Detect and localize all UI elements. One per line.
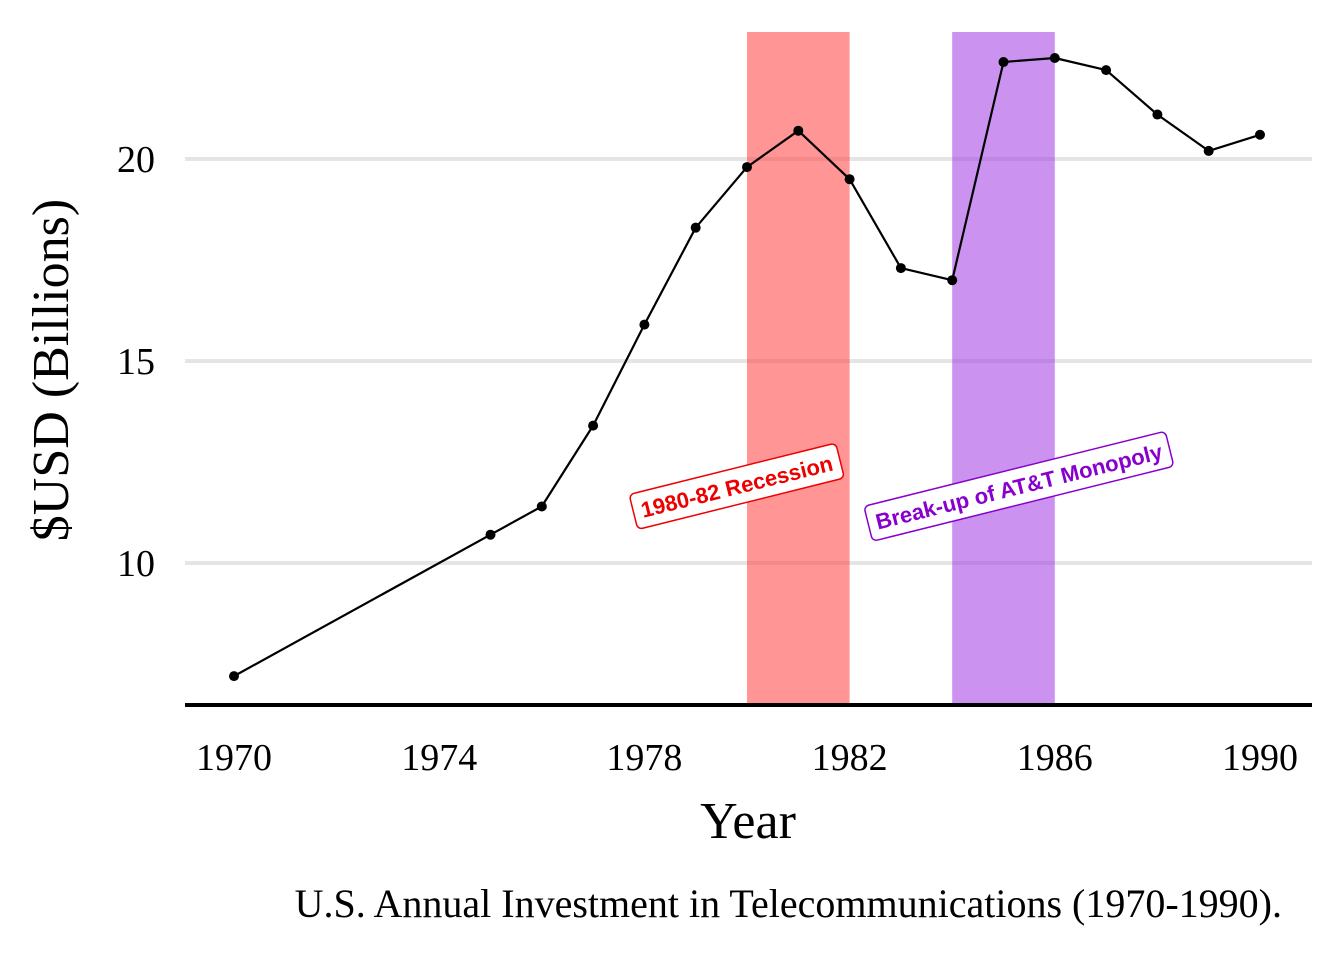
data-point-1977: [588, 420, 599, 431]
annotation-box-0: [629, 443, 845, 530]
data-point-1981: [793, 125, 804, 136]
data-point-1987: [1101, 65, 1112, 76]
data-point-1984: [947, 275, 958, 286]
data-point-1970: [229, 671, 239, 682]
data-point-1990: [1255, 129, 1265, 140]
x-tick-1982: 1982: [812, 737, 888, 779]
x-tick-1986: 1986: [1017, 737, 1093, 779]
data-points: [229, 53, 1265, 682]
data-point-1982: [844, 174, 855, 185]
data-point-1975: [485, 529, 496, 540]
data-point-1989: [1203, 145, 1214, 156]
data-point-1980: [742, 162, 752, 173]
y-axis-title: $USD (Billions): [23, 199, 80, 541]
data-point-1983: [895, 263, 906, 274]
x-axis-title: Year: [700, 793, 796, 850]
data-point-1979: [690, 222, 701, 233]
shaded-regions: [747, 32, 1055, 705]
annotations: 1980-82 Recession Break-up of AT&T Monopo…: [629, 431, 1174, 541]
x-tick-labels: 1970 1974 1978 1982 1986 1990: [196, 737, 1298, 779]
data-point-1976: [536, 501, 547, 512]
x-tick-1990: 1990: [1222, 737, 1298, 779]
shaded-region-1: [952, 32, 1055, 705]
y-tick-15: 15: [117, 341, 155, 383]
y-tick-20: 20: [117, 139, 155, 181]
y-tick-10: 10: [117, 543, 155, 585]
data-point-1985: [998, 57, 1009, 68]
data-point-1986: [1049, 53, 1060, 63]
x-tick-1970: 1970: [196, 737, 272, 779]
x-tick-1978: 1978: [606, 737, 682, 779]
data-point-1978: [639, 319, 650, 330]
data-point-1988: [1152, 109, 1163, 120]
x-tick-1974: 1974: [401, 737, 477, 779]
annotation-box-1: [864, 431, 1174, 541]
y-tick-labels: 10 15 20: [117, 139, 155, 585]
chart-caption: U.S. Annual Investment in Telecommunicat…: [295, 881, 1282, 926]
shaded-region-0: [747, 32, 850, 705]
